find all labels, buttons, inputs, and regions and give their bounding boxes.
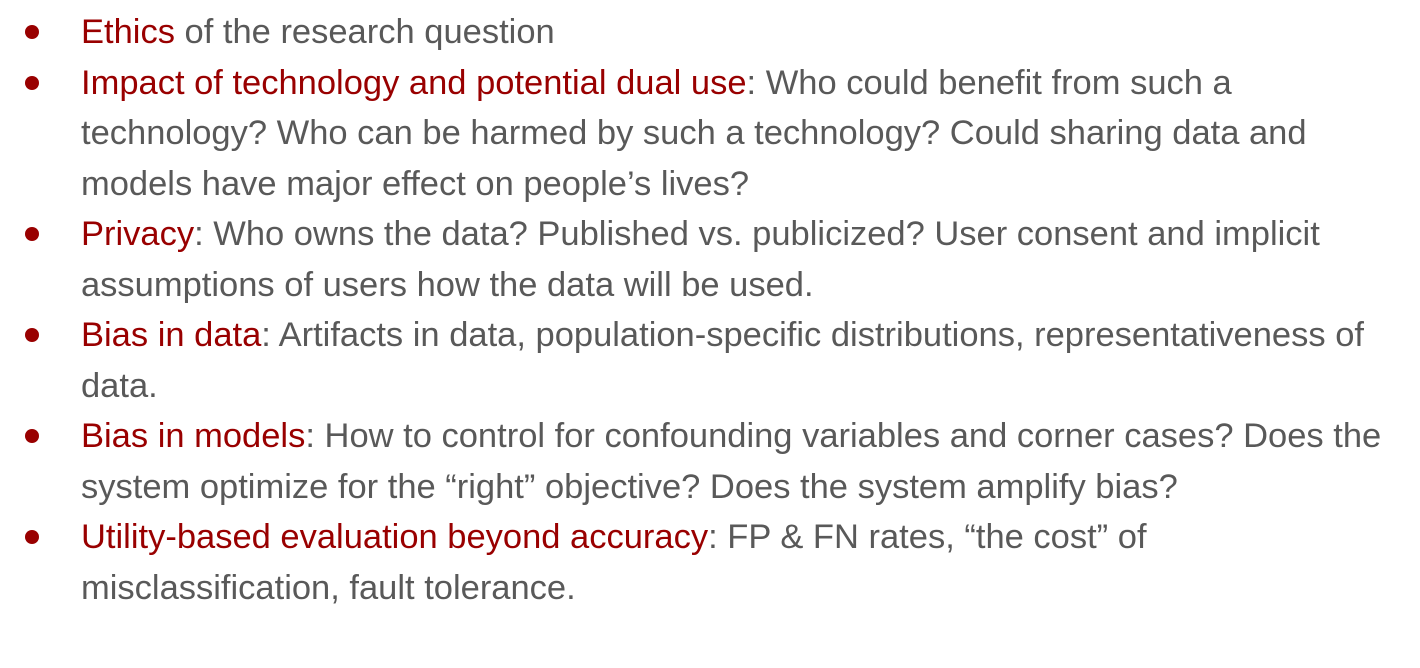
bullet-term: Privacy	[81, 215, 195, 253]
bullet-term: Bias in data	[81, 316, 262, 354]
bullet-ethics: Ethics of the research question	[0, 7, 1400, 58]
bullet-term: Bias in models	[81, 417, 306, 455]
bullet-description: Who owns the data? Published vs. publici…	[81, 215, 1320, 304]
bullet-utility-evaluation: Utility-based evaluation beyond accuracy…	[0, 512, 1400, 613]
bullet-separator: :	[194, 215, 204, 253]
bullet-term: Ethics	[81, 13, 175, 51]
bullet-description: How to control for confounding variables…	[81, 417, 1382, 506]
bullet-dot-icon	[25, 75, 39, 90]
bullet-dot-icon	[25, 530, 39, 544]
bullet-bias-in-models: Bias in models: How to control for confo…	[0, 411, 1400, 512]
bullet-separator: :	[746, 63, 757, 102]
bullet-impact-dual-use: Impact of technology and potential dual …	[0, 58, 1400, 210]
bullet-description: Who could benefit from such a technology…	[81, 63, 1307, 203]
bullet-description: Artifacts in data, population-specific d…	[81, 316, 1364, 405]
bullet-dot-icon	[25, 227, 39, 241]
bullet-separator: :	[261, 316, 271, 354]
bullet-dot-icon	[25, 429, 39, 443]
bullet-privacy: Privacy: Who owns the data? Published vs…	[0, 209, 1400, 310]
bullet-list: Ethics of the research question Impact o…	[0, 7, 1400, 613]
bullet-description: FP & FN rates, “the cost” of misclassifi…	[81, 518, 1147, 607]
bullet-separator: :	[305, 417, 315, 455]
bullet-dot-icon	[25, 25, 39, 39]
bullet-separator: :	[708, 518, 718, 556]
bullet-term: Utility-based evaluation beyond accuracy	[81, 518, 709, 556]
bullet-dot-icon	[25, 328, 39, 342]
bullet-term: Impact of technology and potential dual …	[81, 63, 747, 102]
bullet-bias-in-data: Bias in data: Artifacts in data, populat…	[0, 310, 1400, 411]
bullet-description: of the research question	[174, 13, 555, 51]
